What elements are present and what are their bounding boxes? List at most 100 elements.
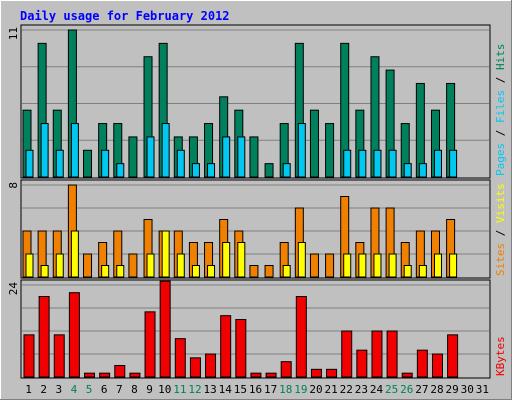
bar-kbytes-day-12 xyxy=(189,357,201,378)
bar-files-day-4 xyxy=(70,123,79,178)
bar-files-day-10 xyxy=(161,123,170,178)
bar-hits-day-5 xyxy=(83,149,93,178)
bar-kbytes-day-23 xyxy=(356,349,368,378)
bar-kbytes-day-3 xyxy=(53,334,65,378)
x-tick-label: 17 xyxy=(264,383,277,396)
x-tick-label: 20 xyxy=(309,383,322,396)
bar-files-day-26 xyxy=(403,163,412,178)
x-tick-label: 1 xyxy=(25,383,32,396)
bar-files-day-24 xyxy=(373,149,382,178)
bar-visits-day-14 xyxy=(222,242,231,278)
bar-kbytes-day-22 xyxy=(341,330,353,378)
bar-visits-day-6 xyxy=(101,265,110,278)
x-tick-label: 16 xyxy=(249,383,262,396)
bar-kbytes-day-18 xyxy=(280,361,292,378)
bar-kbytes-day-4 xyxy=(68,292,80,378)
bar-files-day-18 xyxy=(282,163,291,178)
bar-kbytes-day-1 xyxy=(23,334,35,378)
x-tick-label: 5 xyxy=(86,383,93,396)
bar-kbytes-day-26 xyxy=(401,372,413,378)
x-tick-label: 18 xyxy=(279,383,292,396)
bar-kbytes-day-7 xyxy=(114,365,126,378)
bar-files-day-13 xyxy=(207,163,216,178)
bar-kbytes-day-27 xyxy=(416,349,428,378)
bar-visits-day-25 xyxy=(388,253,397,278)
bar-kbytes-day-28 xyxy=(431,353,443,378)
x-tick-label: 15 xyxy=(234,383,247,396)
x-tick-label: 4 xyxy=(71,383,78,396)
bar-visits-day-4 xyxy=(70,230,79,278)
bar-kbytes-day-9 xyxy=(144,311,156,378)
bar-files-day-14 xyxy=(222,136,231,178)
bar-sites-day-20 xyxy=(309,253,319,278)
legend-item-pages: Pages xyxy=(494,143,507,176)
x-tick-label: 21 xyxy=(325,383,338,396)
bar-hits-day-8 xyxy=(128,136,138,178)
bar-sites-day-5 xyxy=(83,253,93,278)
bar-visits-day-12 xyxy=(191,265,200,278)
legend-item-hits: Hits xyxy=(494,44,507,71)
bar-files-day-3 xyxy=(55,149,64,178)
bar-kbytes-day-10 xyxy=(159,280,171,378)
legends: Pages / Files / Hits Sites / Visits KBytes xyxy=(494,44,507,377)
bar-visits-day-13 xyxy=(207,265,216,278)
panel-hits: 11 xyxy=(7,24,491,179)
legend-separator: / xyxy=(494,70,507,90)
bar-visits-day-15 xyxy=(237,242,246,278)
bar-kbytes-day-20 xyxy=(310,368,322,378)
bar-visits-day-29 xyxy=(449,253,458,278)
legend-separator: / xyxy=(494,223,507,243)
bar-visits-day-28 xyxy=(433,253,442,278)
bar-kbytes-day-21 xyxy=(326,368,338,378)
x-tick-label: 12 xyxy=(188,383,201,396)
bar-kbytes-day-5 xyxy=(84,372,96,378)
x-tick-label: 7 xyxy=(116,383,123,396)
legend-separator: / xyxy=(494,123,507,143)
bar-files-day-9 xyxy=(146,136,155,178)
bar-sites-day-8 xyxy=(128,253,138,278)
bar-files-day-12 xyxy=(191,163,200,178)
x-tick-label: 2 xyxy=(40,383,47,396)
panel-kbytes: 24 xyxy=(7,279,491,379)
legend-kbytes: KBytes xyxy=(494,336,507,376)
bar-files-day-19 xyxy=(297,123,306,178)
bar-visits-day-18 xyxy=(282,265,291,278)
x-tick-label: 11 xyxy=(173,383,186,396)
bar-kbytes-day-24 xyxy=(371,330,383,378)
bar-kbytes-day-15 xyxy=(235,319,247,378)
y-max-label: 11 xyxy=(7,27,20,40)
bar-hits-day-16 xyxy=(249,136,259,178)
x-axis-labels: 1 2 3 4 5 6 7 8 9 10 11 12 13 14 15 16 17 18 19 20 21 22 23 24 2… xyxy=(25,383,489,396)
bar-hits-day-27 xyxy=(415,82,425,178)
bar-visits-day-22 xyxy=(343,253,352,278)
bar-files-day-15 xyxy=(237,136,246,178)
legend-item-visits: Visits xyxy=(494,183,507,223)
chart-panels: 11 8 24 xyxy=(7,24,491,379)
x-tick-label: 30 xyxy=(461,383,474,396)
bar-kbytes-day-8 xyxy=(129,372,141,378)
x-tick-label: 28 xyxy=(430,383,443,396)
legend-item-kbytes: KBytes xyxy=(494,336,507,376)
bar-visits-day-26 xyxy=(403,265,412,278)
bar-visits-day-23 xyxy=(358,253,367,278)
bar-sites-day-16 xyxy=(249,265,259,278)
x-tick-label: 29 xyxy=(446,383,459,396)
bar-kbytes-day-6 xyxy=(99,372,111,378)
bar-kbytes-day-14 xyxy=(220,315,232,378)
bar-kbytes-day-11 xyxy=(174,338,186,378)
bar-files-day-11 xyxy=(176,149,185,178)
bar-files-day-2 xyxy=(40,123,49,178)
bar-files-day-27 xyxy=(418,163,427,178)
bar-hits-day-21 xyxy=(325,123,335,178)
bar-visits-day-24 xyxy=(373,253,382,278)
bar-files-day-1 xyxy=(25,149,34,178)
bar-files-day-22 xyxy=(343,149,352,178)
bar-kbytes-day-2 xyxy=(38,296,50,378)
bar-visits-day-11 xyxy=(176,253,185,278)
bar-sites-day-21 xyxy=(325,253,335,278)
bar-visits-day-10 xyxy=(161,230,170,278)
bar-kbytes-day-17 xyxy=(265,372,277,378)
bar-kbytes-day-25 xyxy=(386,330,398,378)
bar-files-day-6 xyxy=(101,149,110,178)
x-tick-label: 23 xyxy=(355,383,368,396)
